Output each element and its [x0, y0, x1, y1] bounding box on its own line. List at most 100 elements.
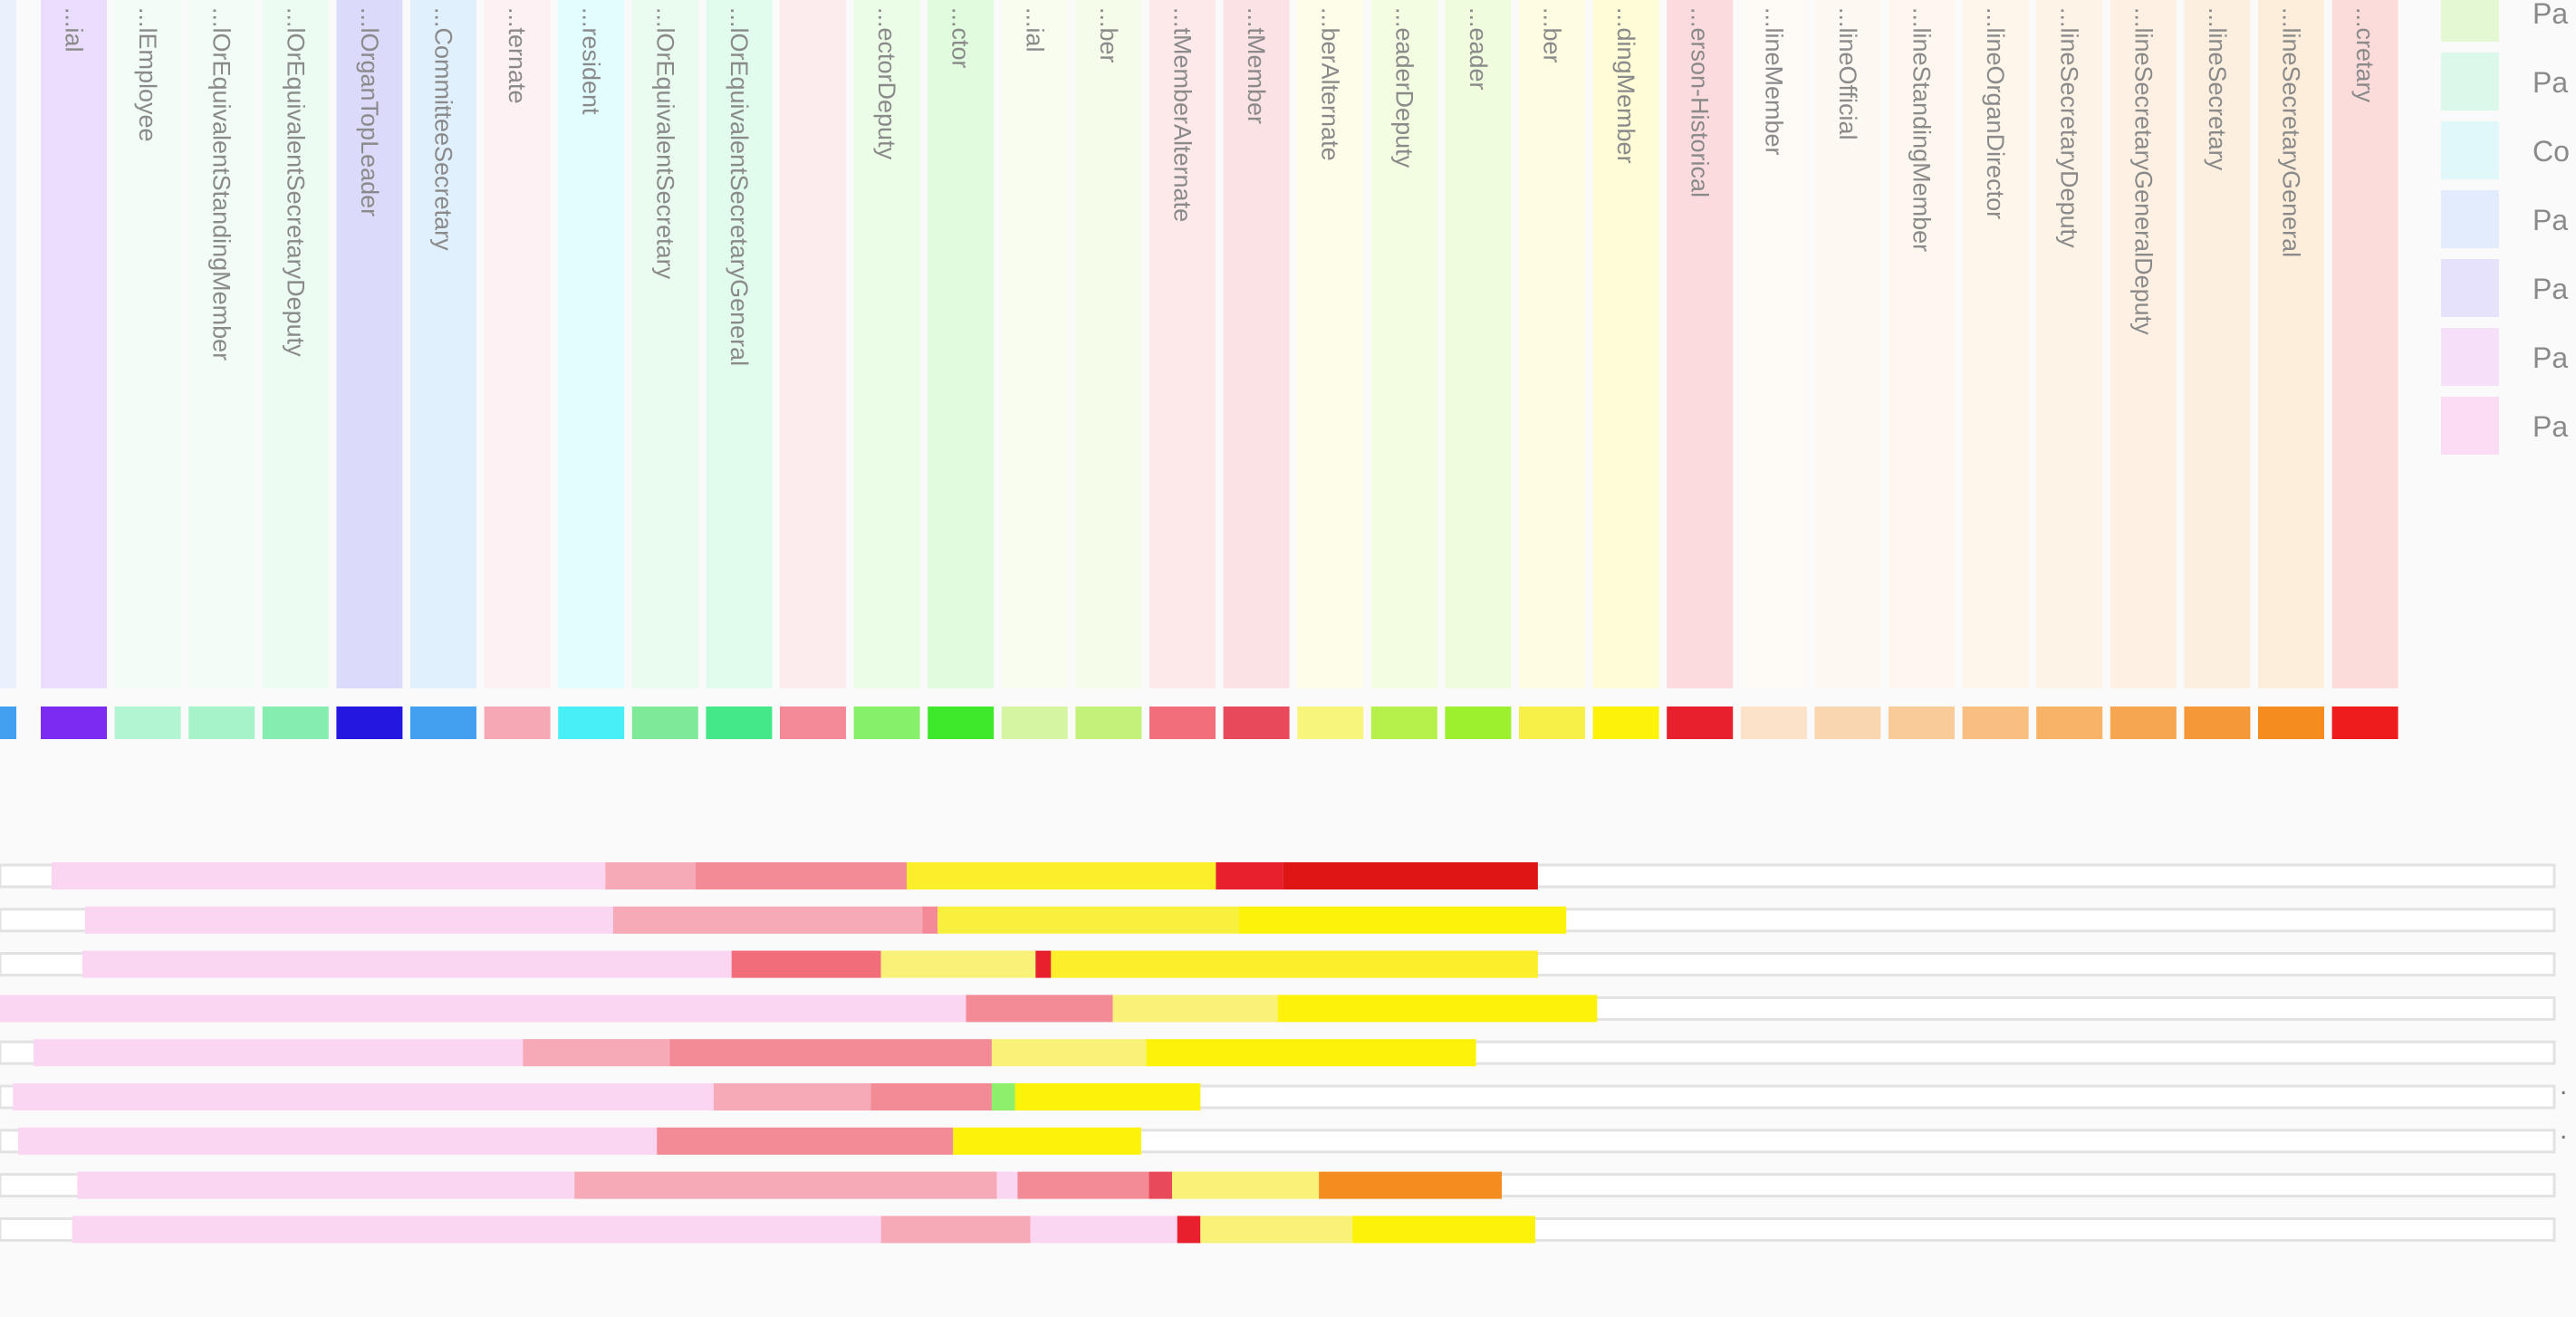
column-label: ...lOrEquivalentStandingMember	[208, 7, 235, 360]
column-3: ...lOrEquivalentSecretaryDeputy	[263, 0, 329, 739]
column-label: ...lOrganTopLeader	[356, 7, 383, 216]
column-label: ...ectorDeputy	[873, 7, 900, 160]
column-13: ...ial	[1002, 0, 1068, 739]
column-label: ...berAlternate	[1317, 7, 1344, 161]
column-16: ...tMember	[1224, 0, 1290, 739]
column-label: ...lineSecretaryDeputy	[2056, 7, 2083, 248]
legend-swatch	[2441, 121, 2499, 179]
column-swatch	[263, 707, 329, 739]
column-18: ...eaderDeputy	[1371, 0, 1437, 739]
legend-label: Pa	[2533, 341, 2568, 374]
legend: Pa Pa Co Pa Pa Pa Pa	[2441, 0, 2570, 455]
timeline-segment	[1031, 1216, 1177, 1243]
timeline-segment	[85, 907, 613, 934]
column-label: ...lineOrganDirector	[1982, 7, 2009, 219]
column-swatch	[485, 707, 551, 739]
column-19: ...eader	[1445, 0, 1511, 739]
column-swatch	[1814, 707, 1880, 739]
timeline-segment	[0, 995, 966, 1022]
column-band	[41, 0, 107, 688]
column-14: ...ber	[1075, 0, 1141, 739]
column-swatch	[2258, 707, 2324, 739]
column-7: ...resident	[558, 0, 624, 739]
timeline-segment	[18, 1128, 657, 1155]
column-10	[780, 0, 846, 739]
legend-label: Pa	[2533, 204, 2568, 236]
column-swatch	[1445, 707, 1511, 739]
column-label: ...cretary	[2351, 7, 2379, 103]
timeline-segment	[13, 1083, 714, 1110]
timeline-segment	[1147, 1039, 1476, 1066]
column-swatch	[115, 707, 181, 739]
column-swatch	[1519, 707, 1585, 739]
timeline-rows: ..	[0, 862, 2567, 1243]
column-swatch	[410, 707, 476, 739]
timeline-segment	[937, 907, 1239, 934]
timeline-row	[0, 1172, 2554, 1199]
column-label: ...CommitteeSecretary	[430, 7, 457, 251]
column-label: ...lineSecretary	[2204, 7, 2231, 171]
timeline-segment	[574, 1172, 996, 1199]
timeline-row	[0, 1039, 2554, 1066]
column-label: ...eader	[1465, 7, 1492, 91]
column-15: ...tMemberAlternate	[1149, 0, 1216, 739]
column-label: ...dingMember	[1612, 7, 1639, 164]
row-dot: .	[2560, 1115, 2567, 1145]
timeline-segment	[1278, 995, 1598, 1022]
timeline-segment	[77, 1172, 574, 1199]
column-swatch	[632, 707, 698, 739]
column-band	[780, 0, 846, 688]
column-swatch	[1963, 707, 2029, 739]
timeline-segment	[52, 862, 605, 889]
legend-item: Pa	[2441, 397, 2568, 455]
timeline-segment	[870, 1083, 992, 1110]
column-label: ...lineStandingMember	[1908, 7, 1936, 252]
legend-swatch	[2441, 259, 2499, 317]
timeline-segment	[966, 995, 1113, 1022]
column-label: ...lineSecretaryGeneral	[2278, 7, 2305, 257]
timeline-segment	[1015, 1083, 1201, 1110]
column-23: ...lineMember	[1741, 0, 1807, 739]
column-swatch	[1889, 707, 1955, 739]
column-band	[1519, 0, 1585, 688]
column-swatch	[188, 707, 255, 739]
timeline-segment	[1051, 951, 1538, 978]
legend-label: Co	[2533, 135, 2570, 168]
timeline-segment	[881, 1216, 1031, 1243]
column-label: ...tMemberAlternate	[1169, 7, 1197, 222]
column-label: ...ternate	[504, 7, 531, 104]
timeline-segment	[1149, 1172, 1172, 1199]
timeline-segment	[669, 1039, 991, 1066]
timeline-segment	[1017, 1172, 1149, 1199]
timeline-segment	[992, 1083, 1015, 1110]
column-8: ...lOrEquivalentSecretary	[632, 0, 698, 739]
timeline-segment	[605, 862, 696, 889]
column-22: ...erson-Historical	[1667, 0, 1733, 739]
column-20: ...ber	[1519, 0, 1585, 739]
column-label: ...eaderDeputy	[1390, 7, 1418, 168]
column-swatch	[780, 707, 846, 739]
column-label: ...lOrEquivalentSecretaryGeneral	[726, 7, 753, 366]
column-2: ...lOrEquivalentStandingMember	[188, 0, 255, 739]
timeline-segment	[714, 1083, 870, 1110]
legend-label: Pa	[2533, 66, 2568, 99]
legend-swatch	[2441, 0, 2499, 42]
column-4: ...lOrganTopLeader	[336, 0, 402, 739]
column-label: ...erson-Historical	[1687, 7, 1714, 197]
timeline-segment	[523, 1039, 669, 1066]
column-29: ...lineSecretary	[2184, 0, 2250, 739]
column-30: ...lineSecretaryGeneral	[2258, 0, 2324, 739]
timeline-segment	[1172, 1172, 1319, 1199]
column-28: ...lineSecretaryGeneralDeputy	[2110, 0, 2177, 739]
timeline-segment	[1216, 862, 1283, 889]
column-swatch	[1371, 707, 1437, 739]
legend-item: Pa	[2441, 53, 2568, 111]
timeline-row	[0, 1128, 2554, 1155]
timeline-segment	[72, 1216, 881, 1243]
column-25: ...lineStandingMember	[1889, 0, 1955, 739]
column-swatch	[854, 707, 920, 739]
timeline-row	[0, 1216, 2554, 1243]
timeline-segment	[997, 1172, 1018, 1199]
legend-item: Pa	[2441, 0, 2568, 42]
column-swatch	[1075, 707, 1141, 739]
